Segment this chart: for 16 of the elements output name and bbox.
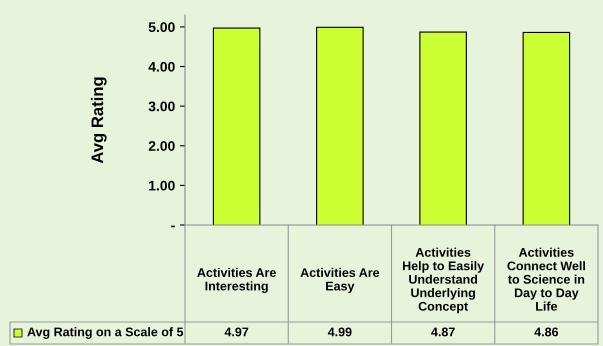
x-tick-label: Activities Connect Well to Science in Day to Day Life	[507, 248, 585, 311]
data-label: 4.97	[224, 328, 248, 336]
x-tick-label: Activities Help to Easily Understand Underlying Concept	[402, 248, 484, 314]
data-label: 4.86	[534, 328, 558, 336]
y-tick-label: 1.00	[149, 180, 175, 191]
x-tick-label: Activities Are Interesting	[197, 268, 276, 294]
y-tick-label: 5.00	[148, 22, 175, 32]
y-tick-label: 4.00	[148, 62, 175, 72]
y-tick-label: -	[171, 226, 175, 228]
data-label: 4.99	[328, 328, 352, 336]
y-tick-label: 3.00	[148, 101, 175, 112]
legend-label: Avg Rating on a Scale of 5	[27, 327, 184, 339]
y-axis-title: Avg Rating	[90, 77, 107, 164]
data-label: 4.87	[431, 328, 455, 336]
x-tick-label: Activities Are Easy	[300, 268, 380, 293]
y-tick-label: 2.00	[148, 141, 175, 151]
